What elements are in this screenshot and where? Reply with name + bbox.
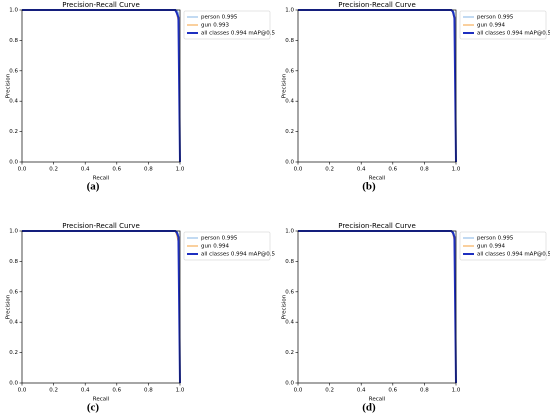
chart-title: Precision-Recall Curve xyxy=(338,222,416,230)
legend-label: gun 0.993 xyxy=(201,23,229,29)
x-tick-label: 0.6 xyxy=(112,388,121,394)
x-tick-label: 0.0 xyxy=(294,167,303,173)
y-tick-label: 0.4 xyxy=(9,99,18,105)
y-tick-label: 0.4 xyxy=(285,99,294,105)
y-tick-label: 1.0 xyxy=(9,229,18,235)
pr-curve xyxy=(22,9,181,163)
legend-label: all classes 0.994 mAP@0.5 xyxy=(477,252,550,258)
legend-label: gun 0.994 xyxy=(201,244,229,250)
pr-curve xyxy=(298,9,457,163)
x-tick-label: 1.0 xyxy=(176,167,185,173)
x-axis-label: Recall xyxy=(369,397,386,403)
y-tick-label: 0.2 xyxy=(9,350,18,356)
x-tick-label: 0.8 xyxy=(420,167,429,173)
y-tick-label: 0.6 xyxy=(9,289,18,295)
pr-curve xyxy=(22,9,181,163)
chart-title: Precision-Recall Curve xyxy=(62,222,140,230)
y-tick-label: 1.0 xyxy=(285,8,294,14)
x-tick-label: 0.6 xyxy=(388,167,397,173)
x-tick-label: 0.2 xyxy=(325,167,334,173)
y-tick-label: 0.8 xyxy=(285,259,294,265)
pr-curve xyxy=(22,9,181,163)
y-tick-label: 0.8 xyxy=(9,259,18,265)
x-tick-label: 1.0 xyxy=(176,388,185,394)
caption: (c) xyxy=(87,402,100,413)
x-tick-label: 0.8 xyxy=(420,388,429,394)
pr-curve xyxy=(298,9,457,163)
x-axis-label: Recall xyxy=(93,397,110,403)
pr-curve xyxy=(298,9,457,163)
legend-box xyxy=(183,10,271,40)
pr-curve xyxy=(22,230,181,384)
x-tick-label: 0.6 xyxy=(112,167,121,173)
x-tick-label: 0.6 xyxy=(388,388,397,394)
legend-label: person 0.995 xyxy=(477,15,514,21)
pr-curve xyxy=(298,230,457,384)
legend-label: all classes 0.994 mAP@0.5 xyxy=(201,252,276,258)
x-tick-label: 0.8 xyxy=(144,388,153,394)
x-tick-label: 0.0 xyxy=(294,388,303,394)
x-axis-label: Recall xyxy=(369,176,386,182)
x-tick-label: 0.4 xyxy=(81,167,90,173)
legend-box xyxy=(183,231,271,261)
x-tick-label: 1.0 xyxy=(452,167,461,173)
pr-curve xyxy=(298,230,457,384)
y-axis-label: Precision xyxy=(282,73,288,98)
x-tick-label: 0.2 xyxy=(49,167,58,173)
axes-frame xyxy=(21,230,181,384)
legend-label: person 0.995 xyxy=(477,236,514,242)
y-tick-label: 0.0 xyxy=(9,381,18,387)
pr-curve xyxy=(22,230,181,384)
x-tick-label: 0.0 xyxy=(18,167,27,173)
x-tick-label: 0.0 xyxy=(18,388,27,394)
legend-label: person 0.995 xyxy=(201,236,238,242)
x-tick-label: 0.8 xyxy=(144,167,153,173)
y-axis-label: Precision xyxy=(6,294,12,319)
y-tick-label: 0.2 xyxy=(285,129,294,135)
y-tick-label: 0.0 xyxy=(285,381,294,387)
y-tick-label: 0.6 xyxy=(9,68,18,74)
y-tick-label: 0.0 xyxy=(9,160,18,166)
y-tick-label: 0.6 xyxy=(285,68,294,74)
x-tick-label: 0.2 xyxy=(49,388,58,394)
caption: (b) xyxy=(362,181,376,193)
pr-curve xyxy=(298,230,457,384)
pr-curve xyxy=(22,230,181,384)
x-tick-label: 0.2 xyxy=(325,388,334,394)
x-tick-label: 0.4 xyxy=(357,167,366,173)
axes-frame xyxy=(21,9,181,163)
y-tick-label: 0.8 xyxy=(9,38,18,44)
y-tick-label: 1.0 xyxy=(285,229,294,235)
y-tick-label: 1.0 xyxy=(9,8,18,14)
y-tick-label: 0.0 xyxy=(285,160,294,166)
y-tick-label: 0.2 xyxy=(285,350,294,356)
y-tick-label: 0.2 xyxy=(9,129,18,135)
caption: (d) xyxy=(362,402,376,413)
x-tick-label: 0.4 xyxy=(357,388,366,394)
legend-label: person 0.995 xyxy=(201,15,238,21)
caption: (a) xyxy=(87,181,100,193)
y-tick-label: 0.4 xyxy=(9,320,18,326)
y-tick-label: 0.6 xyxy=(285,289,294,295)
axes-frame xyxy=(297,230,457,384)
legend-box xyxy=(459,10,547,40)
y-axis-label: Precision xyxy=(282,294,288,319)
x-axis-label: Recall xyxy=(93,176,110,182)
legend-label: all classes 0.994 mAP@0.5 xyxy=(201,31,276,37)
chart-title: Precision-Recall Curve xyxy=(338,1,416,9)
chart-title: Precision-Recall Curve xyxy=(62,1,140,9)
x-tick-label: 0.4 xyxy=(81,388,90,394)
x-tick-label: 1.0 xyxy=(452,388,461,394)
legend-label: gun 0.994 xyxy=(477,244,505,250)
axes-frame xyxy=(297,9,457,163)
legend-label: all classes 0.994 mAP@0.5 xyxy=(477,31,550,37)
y-tick-label: 0.4 xyxy=(285,320,294,326)
legend-box xyxy=(459,231,547,261)
legend-label: gun 0.994 xyxy=(477,23,505,29)
y-tick-label: 0.8 xyxy=(285,38,294,44)
y-axis-label: Precision xyxy=(6,73,12,98)
